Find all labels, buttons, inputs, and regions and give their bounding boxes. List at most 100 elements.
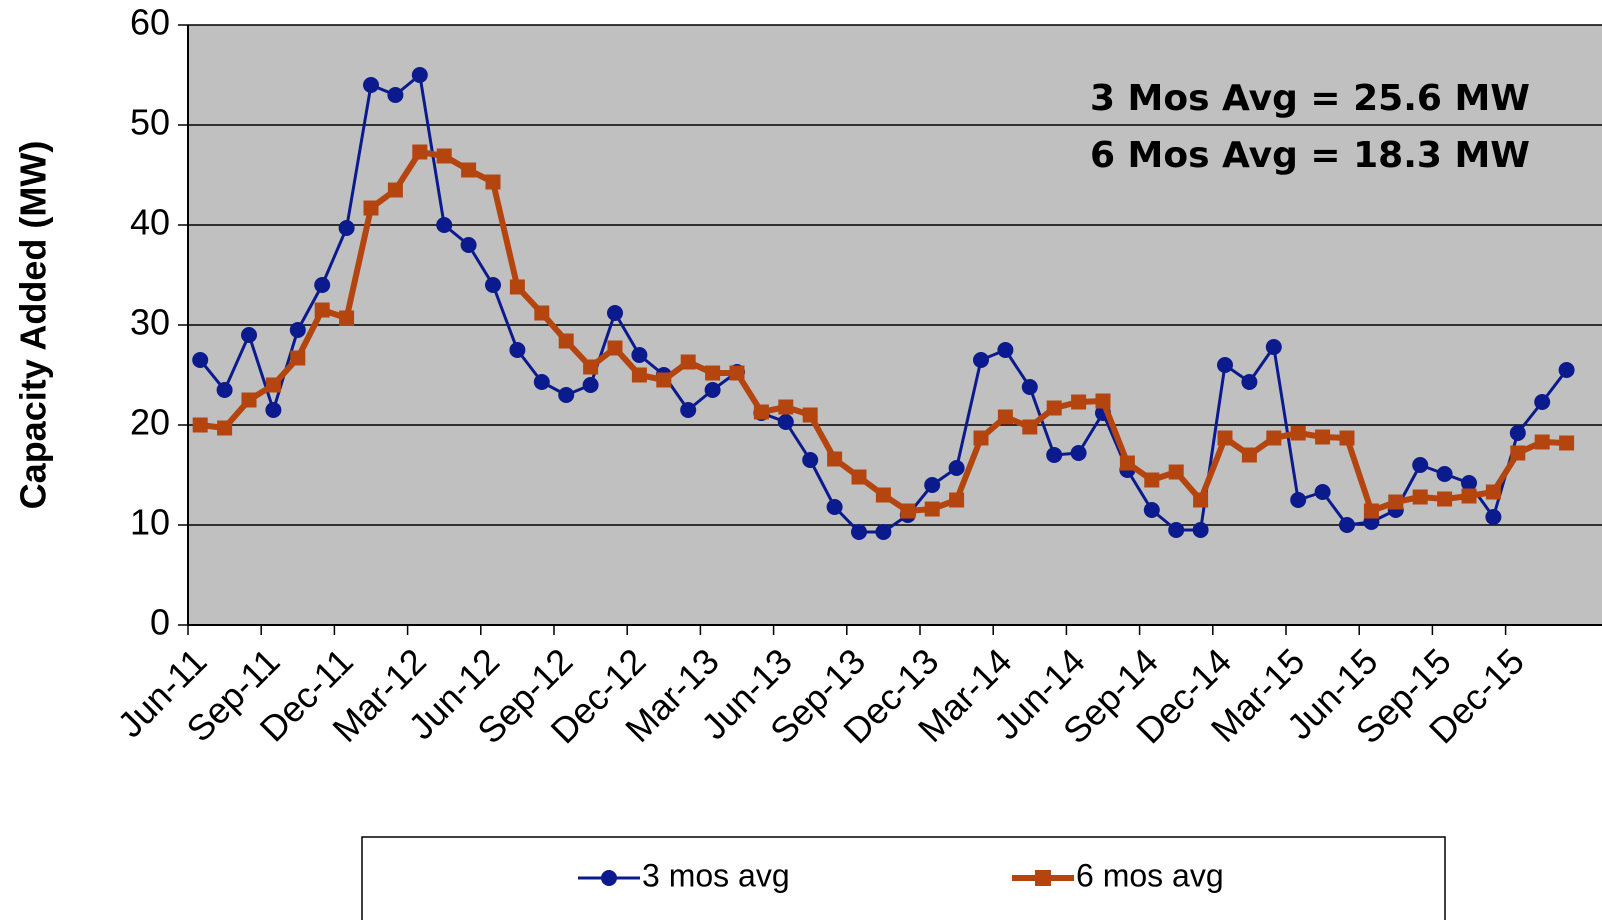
point <box>1412 457 1429 473</box>
point <box>851 524 867 540</box>
point <box>997 409 1013 425</box>
point <box>949 492 965 508</box>
point <box>583 359 599 375</box>
point <box>265 377 281 393</box>
point <box>607 305 623 321</box>
y-tick-label: 30 <box>130 302 170 343</box>
point <box>1143 502 1160 518</box>
point <box>314 302 330 318</box>
point <box>436 148 452 164</box>
point <box>1559 435 1575 451</box>
point <box>631 367 647 383</box>
point <box>558 333 574 349</box>
point <box>973 352 989 368</box>
annotation: 3 Mos Avg = 25.6 MW <box>1090 78 1530 119</box>
point <box>534 305 550 321</box>
point <box>753 404 769 420</box>
point <box>631 347 648 363</box>
point <box>1363 503 1379 519</box>
legend-label: 6 mos avg <box>1076 857 1224 893</box>
point <box>705 365 721 381</box>
point <box>777 414 794 430</box>
point <box>1021 379 1038 395</box>
point <box>1119 455 1135 471</box>
point <box>1509 425 1526 441</box>
y-tick-label: 0 <box>150 602 170 643</box>
point <box>582 377 599 393</box>
point <box>1070 445 1087 461</box>
point <box>558 387 575 403</box>
point <box>1388 494 1404 510</box>
point <box>216 382 233 398</box>
point <box>217 420 233 436</box>
point <box>1144 472 1160 488</box>
point <box>533 374 550 390</box>
point <box>289 322 306 338</box>
point <box>265 402 282 418</box>
point <box>1241 374 1258 390</box>
point <box>509 342 526 358</box>
point <box>1168 522 1185 538</box>
point <box>290 350 306 366</box>
legend-label: 3 mos avg <box>642 857 790 893</box>
legend-box <box>361 836 1446 920</box>
point <box>802 407 818 423</box>
point <box>875 487 891 503</box>
point <box>363 200 379 216</box>
point <box>1241 447 1257 463</box>
point <box>1339 430 1355 446</box>
point <box>1095 393 1111 409</box>
y-tick-label: 50 <box>130 102 170 143</box>
point <box>851 469 867 485</box>
point <box>436 217 453 233</box>
point <box>1290 425 1306 441</box>
point <box>1071 394 1087 410</box>
point <box>485 174 501 190</box>
point <box>339 310 355 326</box>
point <box>973 430 989 446</box>
point <box>778 399 794 415</box>
point <box>607 340 623 356</box>
point <box>1461 475 1477 491</box>
point <box>680 354 696 370</box>
point <box>411 67 428 83</box>
point <box>1217 357 1233 373</box>
point <box>1217 430 1233 446</box>
point <box>827 451 843 467</box>
point <box>1510 445 1526 461</box>
point <box>1046 447 1063 463</box>
y-tick-label: 40 <box>130 202 170 243</box>
legend-marker <box>601 870 617 886</box>
point <box>1339 517 1355 533</box>
point <box>387 87 404 103</box>
point <box>241 327 257 343</box>
point <box>1314 484 1331 500</box>
point <box>192 352 209 368</box>
point <box>1534 394 1551 410</box>
point <box>1168 464 1184 480</box>
point <box>1485 509 1502 525</box>
legend-marker <box>1035 870 1051 886</box>
point <box>338 220 355 236</box>
point <box>1192 522 1209 538</box>
point <box>875 524 892 540</box>
point <box>1412 489 1428 505</box>
point <box>1290 492 1307 508</box>
point <box>680 402 697 418</box>
point <box>1485 484 1501 500</box>
point <box>192 417 208 433</box>
point <box>460 237 477 253</box>
point <box>924 501 940 517</box>
point <box>948 460 965 476</box>
point <box>1266 430 1282 446</box>
point <box>1558 362 1575 378</box>
y-tick-label: 20 <box>130 402 170 443</box>
point <box>314 277 331 293</box>
point <box>485 277 501 293</box>
point <box>704 382 721 398</box>
point <box>509 279 525 295</box>
y-tick-label: 60 <box>130 2 170 43</box>
point <box>826 499 843 515</box>
point <box>729 365 745 381</box>
